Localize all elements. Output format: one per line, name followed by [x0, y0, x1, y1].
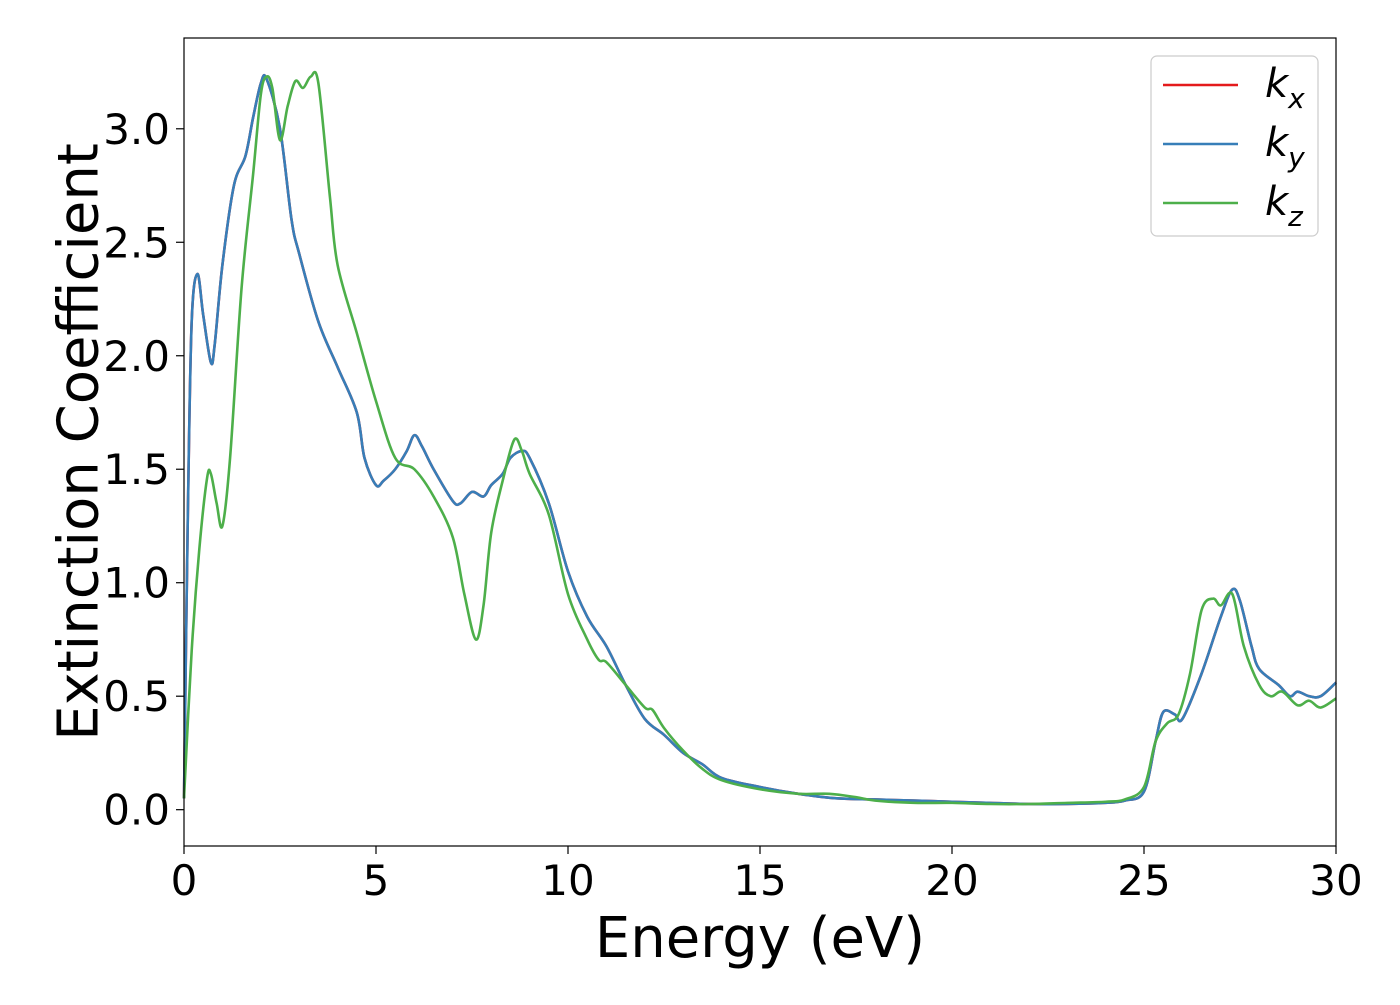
x-tick-label: 10 — [541, 856, 594, 905]
y-tick-label: 2.5 — [103, 218, 170, 267]
series-line-kz — [182, 70, 1337, 806]
x-tick-label: 30 — [1309, 856, 1362, 905]
y-tick-label: 3.0 — [103, 105, 170, 154]
x-tick-label: 0 — [171, 856, 198, 905]
legend-label-ky: ky — [1265, 120, 1305, 174]
legend-label-subscript: z — [1287, 200, 1304, 233]
series-line-ky — [182, 73, 1337, 806]
series-layer — [182, 70, 1337, 806]
y-tick-label: 1.5 — [103, 445, 170, 494]
legend-box — [1150, 55, 1319, 237]
x-tick-label: 5 — [363, 856, 390, 905]
legend-label-kx: kx — [1265, 61, 1305, 115]
y-tick-label: 0.5 — [103, 672, 170, 721]
y-axis-ticks: 0.0 0.5 1.0 1.5 2.0 2.5 3.0 — [103, 105, 184, 835]
legend-label-base: k — [1265, 120, 1290, 166]
legend-label-subscript: y — [1287, 141, 1305, 174]
y-tick-label: 0.0 — [103, 786, 170, 835]
y-axis-label: Extinction Coefficient — [47, 143, 112, 741]
x-tick-label: 25 — [1117, 856, 1170, 905]
x-tick-label: 15 — [733, 856, 786, 905]
legend-label-base: k — [1265, 179, 1290, 225]
legend-label-kz: kz — [1265, 179, 1304, 233]
x-axis-ticks: 0 5 10 15 20 25 30 — [171, 846, 1363, 905]
y-tick-label: 2.0 — [103, 332, 170, 381]
y-tick-label: 1.0 — [103, 559, 170, 608]
legend-label-base: k — [1265, 61, 1290, 107]
x-axis-label: Energy (eV) — [595, 906, 925, 971]
legend-label-subscript: x — [1287, 82, 1305, 115]
x-tick-label: 20 — [925, 856, 978, 905]
